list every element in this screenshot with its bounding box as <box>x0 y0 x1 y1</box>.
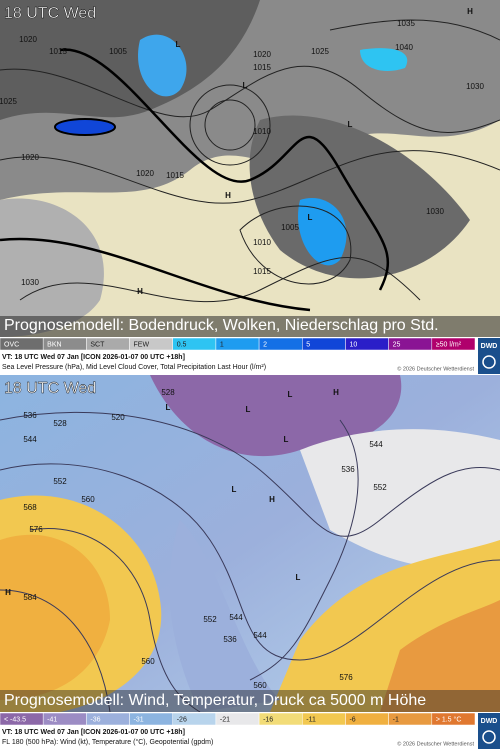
map-label: H <box>269 495 275 504</box>
map-label: L <box>246 405 251 414</box>
legend-label: OVC <box>4 341 19 348</box>
map-label: 1020 <box>19 35 37 44</box>
legend-swatch <box>431 337 476 351</box>
map-label: L <box>308 213 313 222</box>
legend-swatch <box>431 712 476 726</box>
legend-label: ≥50 l/m² <box>436 341 462 348</box>
map-label: H <box>5 588 11 597</box>
legend-label: -11 <box>306 716 316 723</box>
map-label: H <box>137 287 143 296</box>
legend-label: -31 <box>134 716 144 723</box>
caption: Prognosemodell: Bodendruck, Wolken, Nied… <box>4 317 439 334</box>
map-label: 536 <box>223 635 237 644</box>
map-label: 584 <box>23 593 37 602</box>
legend-label: SCT <box>90 341 105 348</box>
legend-label: 10 <box>349 341 357 348</box>
description: FL 180 (500 hPa): Wind (kt), Temperature… <box>2 738 213 746</box>
map-label: L <box>296 573 301 582</box>
map-label: 528 <box>161 388 175 397</box>
logo-mark <box>482 730 496 744</box>
legend-label: 1 <box>220 341 224 348</box>
legend-label: -1 <box>393 716 399 723</box>
map-label: 520 <box>111 413 125 422</box>
map-label: 552 <box>373 483 387 492</box>
map-label: L <box>348 120 353 129</box>
map-label: 536 <box>23 411 37 420</box>
map-label: 1005 <box>281 223 299 232</box>
map-label: 1015 <box>253 63 271 72</box>
caption-band <box>0 690 500 712</box>
map-label: 544 <box>23 435 37 444</box>
upper-air-map <box>0 375 500 713</box>
map-label: 536 <box>341 465 355 474</box>
map-label: 1010 <box>253 238 271 247</box>
map-label: 552 <box>203 615 217 624</box>
map-label: 544 <box>229 613 243 622</box>
legend-label: -36 <box>90 716 100 723</box>
logo: DWD <box>481 343 498 350</box>
map-label: 544 <box>253 631 267 640</box>
map-label: H <box>333 388 339 397</box>
time-label: 18 UTC Wed <box>4 380 96 397</box>
logo: DWD <box>481 718 498 725</box>
legend-label: FEW <box>134 341 150 348</box>
map-label: 560 <box>253 681 267 690</box>
time-label: 18 UTC Wed <box>4 5 96 22</box>
copyright: © 2026 Deutscher Wetterdienst <box>397 740 474 747</box>
map-label: 1015 <box>253 267 271 276</box>
legend-label: > 1.5 °C <box>436 715 462 723</box>
map-label: L <box>243 81 248 90</box>
legend-label: 2 <box>263 341 267 348</box>
map-label: 1030 <box>21 278 39 287</box>
map-label: 1020 <box>21 153 39 162</box>
copyright: © 2026 Deutscher Wetterdienst <box>397 365 474 372</box>
legend-label: < -43.5 <box>4 716 26 723</box>
map-label: 1025 <box>311 47 329 56</box>
map-label: H <box>467 7 473 16</box>
map-label: 576 <box>339 673 353 682</box>
valid-time: VT: 18 UTC Wed 07 Jan [ICON 2026-01-07 0… <box>2 729 185 736</box>
map-label: 1010 <box>253 127 271 136</box>
legend-label: -26 <box>177 716 187 723</box>
map-label: L <box>176 40 181 49</box>
map-label: 528 <box>53 419 67 428</box>
map-label: 560 <box>141 657 155 666</box>
legend-label: -6 <box>349 716 355 723</box>
legend-label: 25 <box>393 341 401 348</box>
valid-time: VT: 18 UTC Wed 07 Jan [ICON 2026-01-07 0… <box>2 354 185 361</box>
map-label: 1015 <box>166 171 184 180</box>
map-label: 1015 <box>49 47 67 56</box>
legend-label: 5 <box>306 341 310 348</box>
description: Sea Level Pressure (hPa), Mid Level Clou… <box>2 364 266 371</box>
legend-label: -21 <box>220 716 230 723</box>
map-label: 552 <box>53 477 67 486</box>
map-label: L <box>166 403 171 412</box>
surface-map <box>0 0 500 337</box>
map-label: 1030 <box>466 82 484 91</box>
map-label: L <box>232 485 237 494</box>
map-label: 1025 <box>0 97 17 106</box>
map-label: 568 <box>23 503 37 512</box>
map-label: H <box>225 191 231 200</box>
map-label: 1005 <box>109 47 127 56</box>
legend-label: -16 <box>263 716 273 723</box>
map-label: 1035 <box>397 19 415 28</box>
map-label: 560 <box>81 495 95 504</box>
map-label: L <box>284 435 289 444</box>
legend-label: -41 <box>47 716 57 723</box>
caption-band <box>0 316 500 337</box>
map-label: 1020 <box>136 169 154 178</box>
map-label: 1020 <box>253 50 271 59</box>
map-label: 544 <box>369 440 383 449</box>
map-label: 576 <box>29 525 43 534</box>
caption: Prognosemodell: Wind, Temperatur, Druck … <box>4 692 426 709</box>
map-label: 1030 <box>426 207 444 216</box>
map-label: L <box>288 390 293 399</box>
legend-label: 0.5 <box>177 341 187 348</box>
logo-mark <box>482 355 496 369</box>
map-label: 1040 <box>395 43 413 52</box>
legend-label: BKN <box>47 341 61 348</box>
